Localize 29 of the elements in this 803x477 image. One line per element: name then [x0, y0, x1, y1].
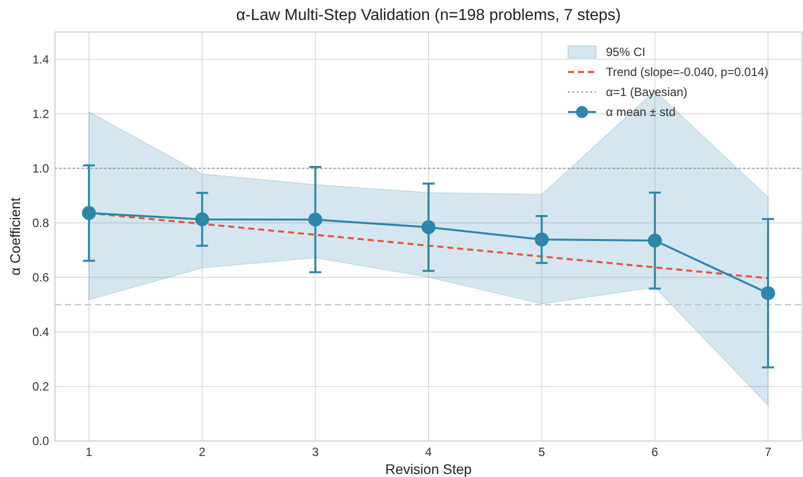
point [648, 234, 662, 248]
x-tick-label: 5 [538, 445, 546, 459]
point [761, 286, 776, 300]
x-tick-label: 7 [764, 445, 772, 459]
annotation: 95% CI [606, 45, 646, 59]
x-tick-label: 6 [652, 445, 659, 459]
x-axis-title: Revision Step [385, 461, 472, 477]
y-tick-label: 1.4 [32, 52, 50, 66]
point [82, 206, 96, 220]
point [195, 212, 210, 226]
chart-title: α-Law Multi-Step Validation (n=198 problems, 7 steps) [236, 7, 621, 24]
y-tick-label: 0.6 [32, 270, 50, 284]
x-tick-label: 3 [312, 445, 319, 459]
y-tick-label: 0.0 [32, 434, 50, 448]
point [308, 212, 322, 227]
y-tick-label: 0.8 [32, 216, 50, 230]
y-tick-label: 0.2 [32, 379, 50, 394]
y-tick-label: 1.2 [32, 106, 50, 121]
legend-label: Trend (slope=-0.040, p=0.014) [606, 65, 768, 79]
x-tick-label: 1 [86, 445, 93, 459]
legend-label: α=1 (Bayesian) [606, 85, 688, 99]
y-tick-label: 0.4 [32, 324, 50, 339]
point [422, 220, 436, 234]
y-tick-label: 1.0 [32, 161, 50, 176]
legend-label: α mean ± std [606, 105, 676, 119]
x-tick-label: 2 [198, 445, 206, 459]
point [534, 232, 549, 246]
x-tick-label: 4 [425, 445, 432, 459]
y-axis-title: α Coefficient [7, 197, 23, 276]
